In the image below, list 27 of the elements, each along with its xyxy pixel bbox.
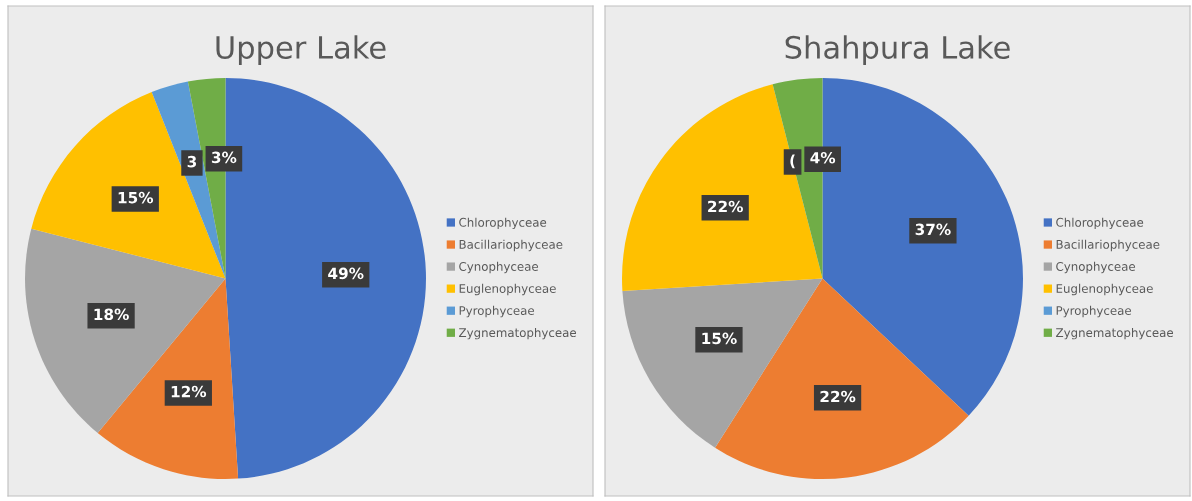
legend-label: Euglenophyceae (459, 283, 556, 296)
legend-label: Zygnematophyceae (459, 327, 577, 340)
legend-label: Cynophyceae (459, 261, 539, 274)
data-label: 18% (94, 308, 129, 321)
data-label: 12% (171, 385, 207, 398)
text: ( (790, 154, 795, 169)
data-label: 49% (328, 267, 364, 280)
legend-label: Cynophyceae (1056, 261, 1136, 274)
legend-label: Euglenophyceae (1056, 283, 1153, 296)
chart-title: Shahpura Lake (785, 35, 1010, 65)
data-label: 3 (187, 155, 197, 168)
pie-slice (25, 228, 226, 433)
legend-label: Zygnematophyceae (1056, 327, 1174, 340)
legend-label: Bacillariophyceae (459, 239, 563, 252)
data-label: 22% (708, 200, 743, 213)
chart-title: Upper Lake (216, 35, 386, 65)
legend-label: Bacillariophyceae (1056, 239, 1160, 252)
legend-label: Chlorophyceae (459, 217, 547, 230)
data-label: 22% (820, 390, 856, 403)
legend-label: Chlorophyceae (1056, 217, 1144, 230)
data-label: 37% (915, 223, 951, 236)
data-label: 3% (211, 151, 237, 164)
legend-label: Pyrophyceae (1056, 305, 1132, 318)
legend-label: Pyrophyceae (459, 305, 535, 318)
data-label: 4% (810, 152, 836, 164)
data-label: 15% (702, 332, 737, 345)
data-label: 15% (118, 191, 154, 204)
